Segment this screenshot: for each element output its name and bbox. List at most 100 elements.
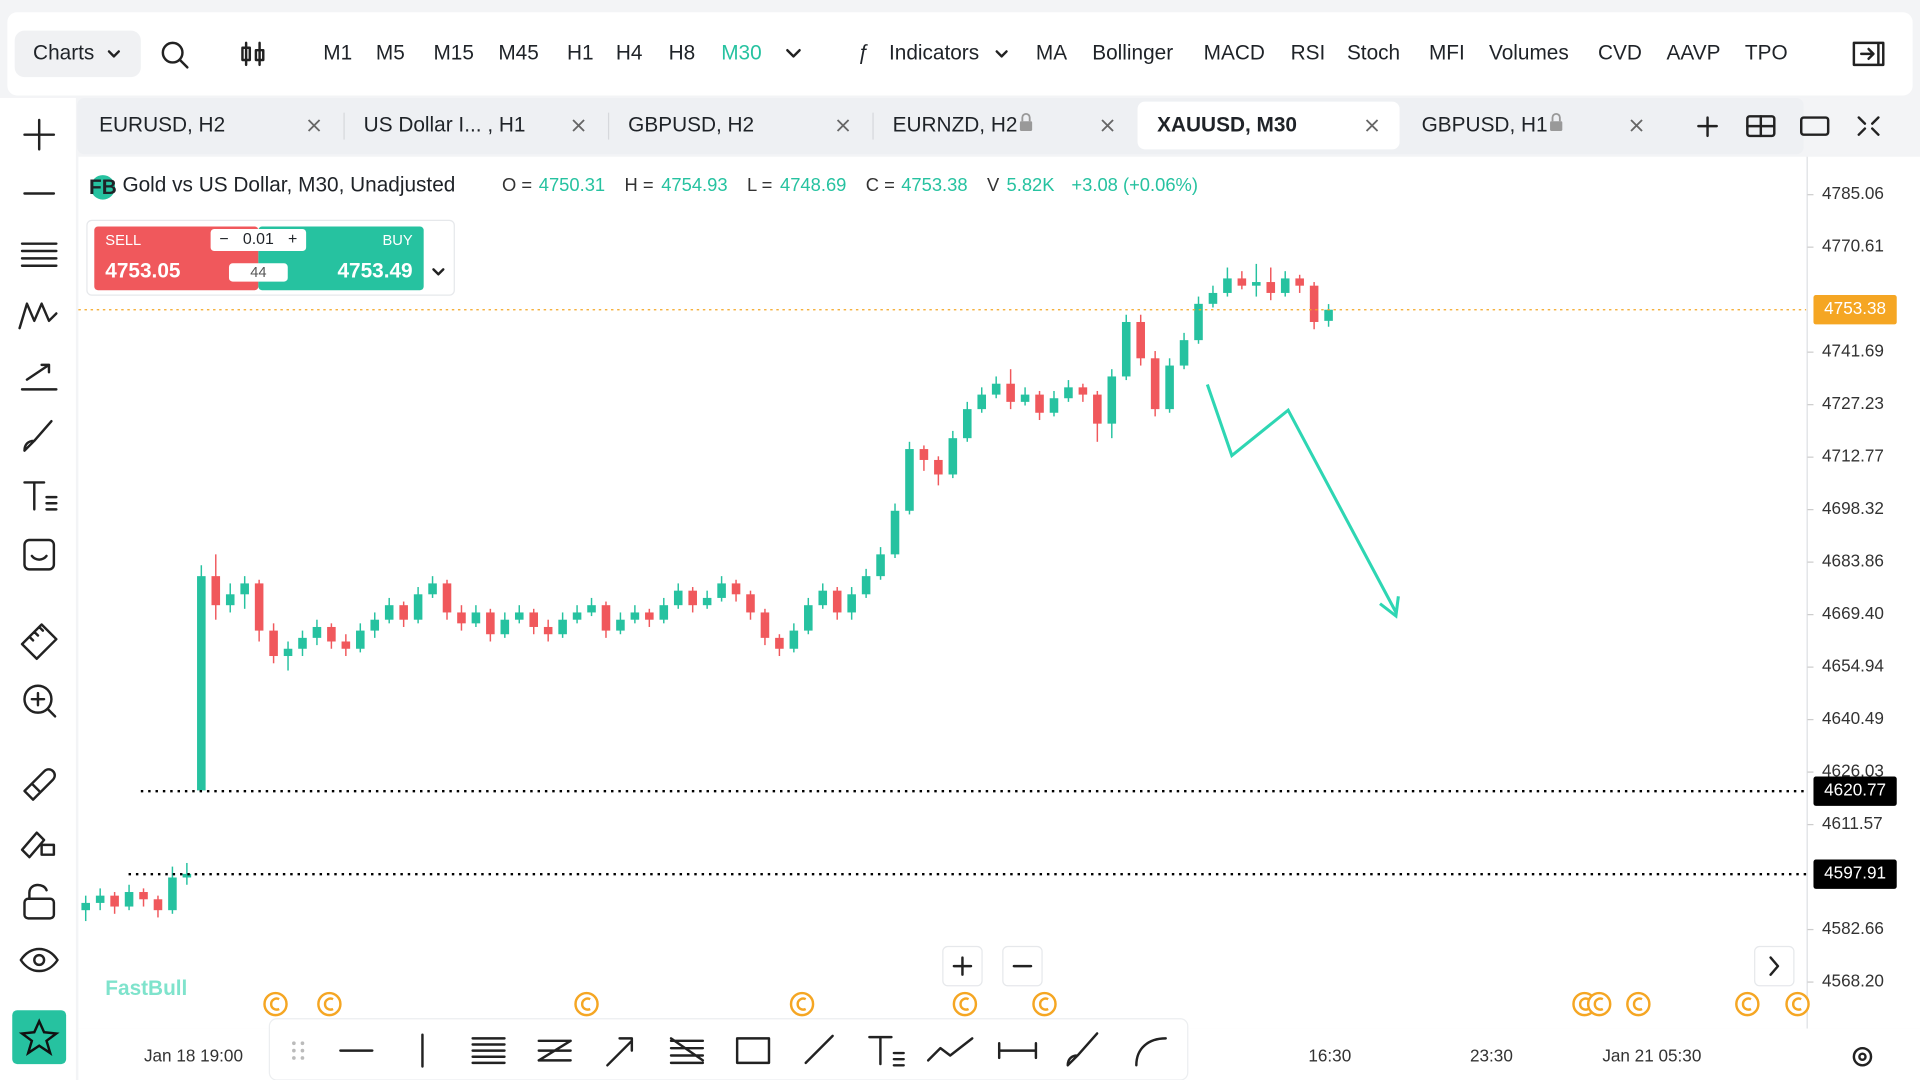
settings-icon[interactable] xyxy=(1852,1046,1873,1067)
charts-label[interactable]: Charts xyxy=(33,41,94,64)
collapse-icon[interactable] xyxy=(1852,41,1885,67)
event-marker[interactable] xyxy=(952,991,978,1017)
indicator[interactable]: MFI xyxy=(1429,41,1465,64)
candle-body xyxy=(1194,303,1203,341)
event-marker[interactable] xyxy=(1735,991,1760,1017)
eye-icon[interactable] xyxy=(19,947,59,973)
indicator[interactable]: MA xyxy=(1036,41,1067,64)
candle-type-icon[interactable] xyxy=(241,41,265,67)
add-tab[interactable] xyxy=(1697,116,1718,138)
rect-tool[interactable] xyxy=(735,1037,771,1065)
lot-minus[interactable]: − xyxy=(219,231,228,248)
arrow-tool[interactable] xyxy=(606,1037,634,1067)
indicator[interactable]: AAVP xyxy=(1667,41,1721,64)
trade-expand[interactable] xyxy=(432,268,445,276)
event-marker[interactable] xyxy=(1785,991,1810,1017)
indicator[interactable]: TPO xyxy=(1745,41,1788,64)
tab-close[interactable] xyxy=(1630,119,1643,132)
tab-label[interactable]: GBPUSD, H1 xyxy=(1422,114,1548,137)
lot-plus[interactable]: + xyxy=(288,231,297,248)
event-marker[interactable] xyxy=(574,991,599,1017)
arc-tool[interactable] xyxy=(1135,1037,1167,1067)
favorites-button[interactable] xyxy=(12,1010,67,1065)
brush-tool[interactable] xyxy=(1066,1032,1099,1067)
timeframe[interactable]: M5 xyxy=(376,41,405,64)
timeframe[interactable]: M15 xyxy=(433,41,473,64)
lock-drawings[interactable] xyxy=(20,831,56,859)
lock-icon[interactable] xyxy=(23,897,56,920)
y-tick-label: 4770.61 xyxy=(1822,236,1884,256)
lot-size[interactable]: 0.01 xyxy=(243,231,274,248)
charts-button[interactable] xyxy=(14,30,141,78)
channel-tool[interactable] xyxy=(537,1039,572,1062)
tab-active[interactable] xyxy=(1137,101,1400,150)
range-tool[interactable] xyxy=(997,1042,1038,1060)
event-marker[interactable] xyxy=(1626,991,1651,1017)
event-marker[interactable] xyxy=(1032,991,1057,1017)
buy-label[interactable]: BUY xyxy=(382,233,412,249)
fib-tool[interactable] xyxy=(20,242,58,267)
tab-close[interactable] xyxy=(572,119,585,132)
tab-close[interactable] xyxy=(1365,119,1379,132)
timeframe[interactable]: H1 xyxy=(567,41,594,64)
indicator[interactable]: RSI xyxy=(1291,41,1326,64)
timeframe[interactable]: M1 xyxy=(323,41,352,64)
sell-label[interactable]: SELL xyxy=(105,233,141,249)
tab-label[interactable]: XAUUSD, M30 xyxy=(1157,114,1297,137)
timeframe[interactable]: H4 xyxy=(616,41,643,64)
timeframe[interactable]: M30 xyxy=(721,41,761,64)
watermark: FastBull xyxy=(105,977,187,1000)
candle-body xyxy=(616,619,625,631)
scroll-right[interactable] xyxy=(1754,945,1795,987)
indicator[interactable]: Volumes xyxy=(1489,41,1569,64)
lot-input[interactable] xyxy=(210,228,307,252)
timeframe-more[interactable] xyxy=(786,48,801,58)
window-icon[interactable] xyxy=(1800,116,1830,136)
tab-label[interactable]: EURNZD, H2 xyxy=(893,114,1018,137)
tab-label[interactable]: EURUSD, H2 xyxy=(99,114,225,137)
indicator[interactable]: Stoch xyxy=(1347,41,1400,64)
brush-tool[interactable] xyxy=(23,420,53,452)
event-marker[interactable] xyxy=(263,991,288,1017)
timeframe[interactable]: H8 xyxy=(669,41,696,64)
path-tool[interactable] xyxy=(926,1037,974,1062)
text-tool[interactable] xyxy=(23,481,58,511)
candle-body xyxy=(384,605,394,620)
pitchfork-tool[interactable] xyxy=(669,1037,705,1065)
timeframe[interactable]: M45 xyxy=(498,41,538,64)
fib-tool[interactable] xyxy=(471,1037,506,1065)
event-marker[interactable] xyxy=(789,991,815,1017)
drag-handle[interactable] xyxy=(292,1041,305,1060)
fullscreen-icon[interactable] xyxy=(1857,116,1880,136)
projection-tool[interactable] xyxy=(20,363,58,391)
text-tool[interactable] xyxy=(868,1035,905,1067)
tab-label[interactable]: US Dollar I... , H1 xyxy=(364,114,526,137)
tab-label[interactable]: GBPUSD, H2 xyxy=(628,114,754,137)
indicator[interactable]: CVD xyxy=(1598,41,1642,64)
zoom-tool[interactable] xyxy=(23,684,53,714)
trend-tool[interactable] xyxy=(804,1034,834,1065)
drawn-arrow[interactable] xyxy=(1205,383,1400,619)
event-marker[interactable] xyxy=(1586,991,1612,1017)
indicator[interactable]: MACD xyxy=(1204,41,1265,64)
tab-close[interactable] xyxy=(836,119,850,132)
indicator[interactable]: Bollinger xyxy=(1092,41,1173,64)
emoji-tool[interactable] xyxy=(23,538,56,571)
sell-price[interactable]: 4753.05 xyxy=(105,259,180,282)
magnet-tool[interactable] xyxy=(23,768,56,801)
crosshair-tool[interactable] xyxy=(23,118,56,151)
chart-area xyxy=(78,156,1807,1029)
event-marker[interactable] xyxy=(317,991,342,1017)
candle-body xyxy=(847,594,856,613)
candle-body xyxy=(1121,321,1131,377)
indicators-label[interactable]: Indicators xyxy=(889,41,979,64)
event-marker-glyph xyxy=(1578,997,1589,1011)
search-icon[interactable] xyxy=(161,41,184,64)
candle-body xyxy=(81,902,90,911)
buy-price[interactable]: 4753.49 xyxy=(337,259,412,282)
tab-close[interactable] xyxy=(1101,119,1114,132)
tab-close[interactable] xyxy=(307,119,321,132)
pattern-tool[interactable] xyxy=(18,302,58,330)
ruler-tool[interactable] xyxy=(20,623,58,660)
zoom-in xyxy=(952,956,973,976)
